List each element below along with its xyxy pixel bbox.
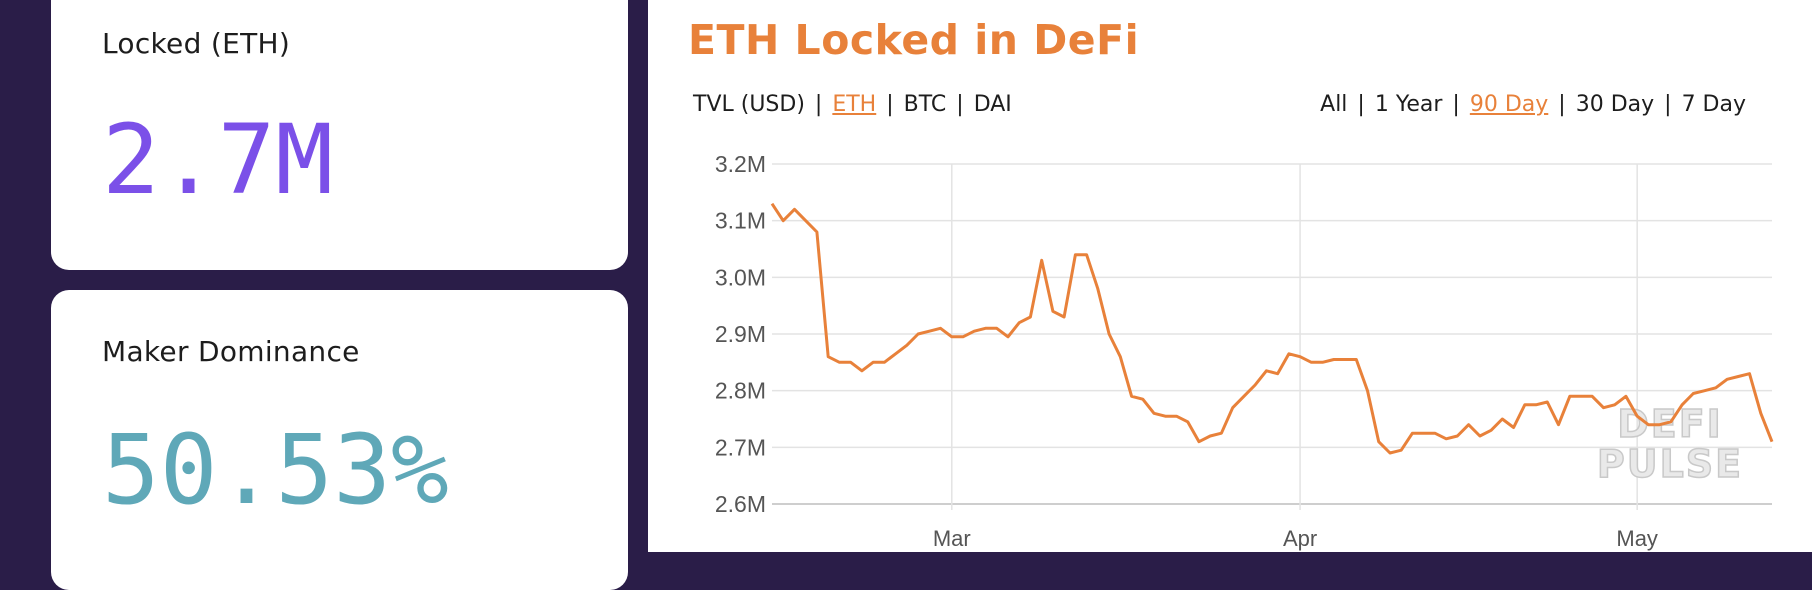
x-tick-label: Apr [1283,526,1317,551]
range-option-1-year[interactable]: 1 Year [1374,92,1443,117]
range-option-all[interactable]: All [1320,92,1348,117]
watermark-logo-text: PULSE [1597,442,1743,486]
y-tick-label: 3.2M [715,151,766,177]
metric-separator: | [886,92,894,117]
y-tick-label: 2.8M [715,378,766,404]
metric-separator: | [814,92,823,117]
metric-option-eth[interactable]: ETH [832,92,877,117]
metric-toggle: TVL (USD) | ETH | BTC | DAI [693,92,1012,117]
metric-option-btc[interactable]: BTC [903,92,947,117]
watermark-logo-text: DEFI [1617,402,1723,446]
locked-eth-card: Locked (ETH) 2.7M [51,0,628,270]
range-option-30-day[interactable]: 30 Day [1575,92,1655,117]
metric-option-tvl-usd[interactable]: TVL (USD) [693,92,805,117]
locked-eth-value: 2.7M [102,104,334,216]
y-tick-label: 2.9M [715,321,766,347]
maker-dominance-value: 50.53% [102,414,449,526]
maker-dominance-card: Maker Dominance 50.53% [51,290,628,590]
range-separator: | [1357,92,1365,117]
range-option-7-day[interactable]: 7 Day [1681,92,1746,117]
y-tick-label: 2.6M [715,491,766,517]
chart-panel: ETH Locked in DeFi TVL (USD) | ETH | BTC | DAI… [648,0,1812,552]
x-tick-label: May [1616,526,1658,551]
y-tick-label: 3.0M [715,264,766,290]
range-separator: | [1452,92,1460,117]
eth-locked-series-line [770,202,1774,455]
x-tick-label: Mar [933,526,971,551]
chart-title: ETH Locked in DeFi [688,16,1140,64]
range-separator: | [1664,92,1672,117]
y-tick-label: 3.1M [715,208,766,234]
range-separator: | [1558,92,1566,117]
metric-separator: | [956,92,964,117]
y-tick-label: 2.7M [715,434,766,460]
range-option-90-day[interactable]: 90 Day [1469,92,1549,117]
locked-eth-label: Locked (ETH) [102,27,291,60]
metric-option-dai[interactable]: DAI [973,92,1012,117]
range-toggle: All | 1 Year | 90 Day | 30 Day | 7 Day [1320,92,1746,117]
maker-dominance-label: Maker Dominance [102,335,360,368]
eth-locked-line-chart: 2.6M 2.7M 2.8M 2.9M 3.0M 3.1M 3.2M Mar Apr May DEF… [715,151,1774,551]
